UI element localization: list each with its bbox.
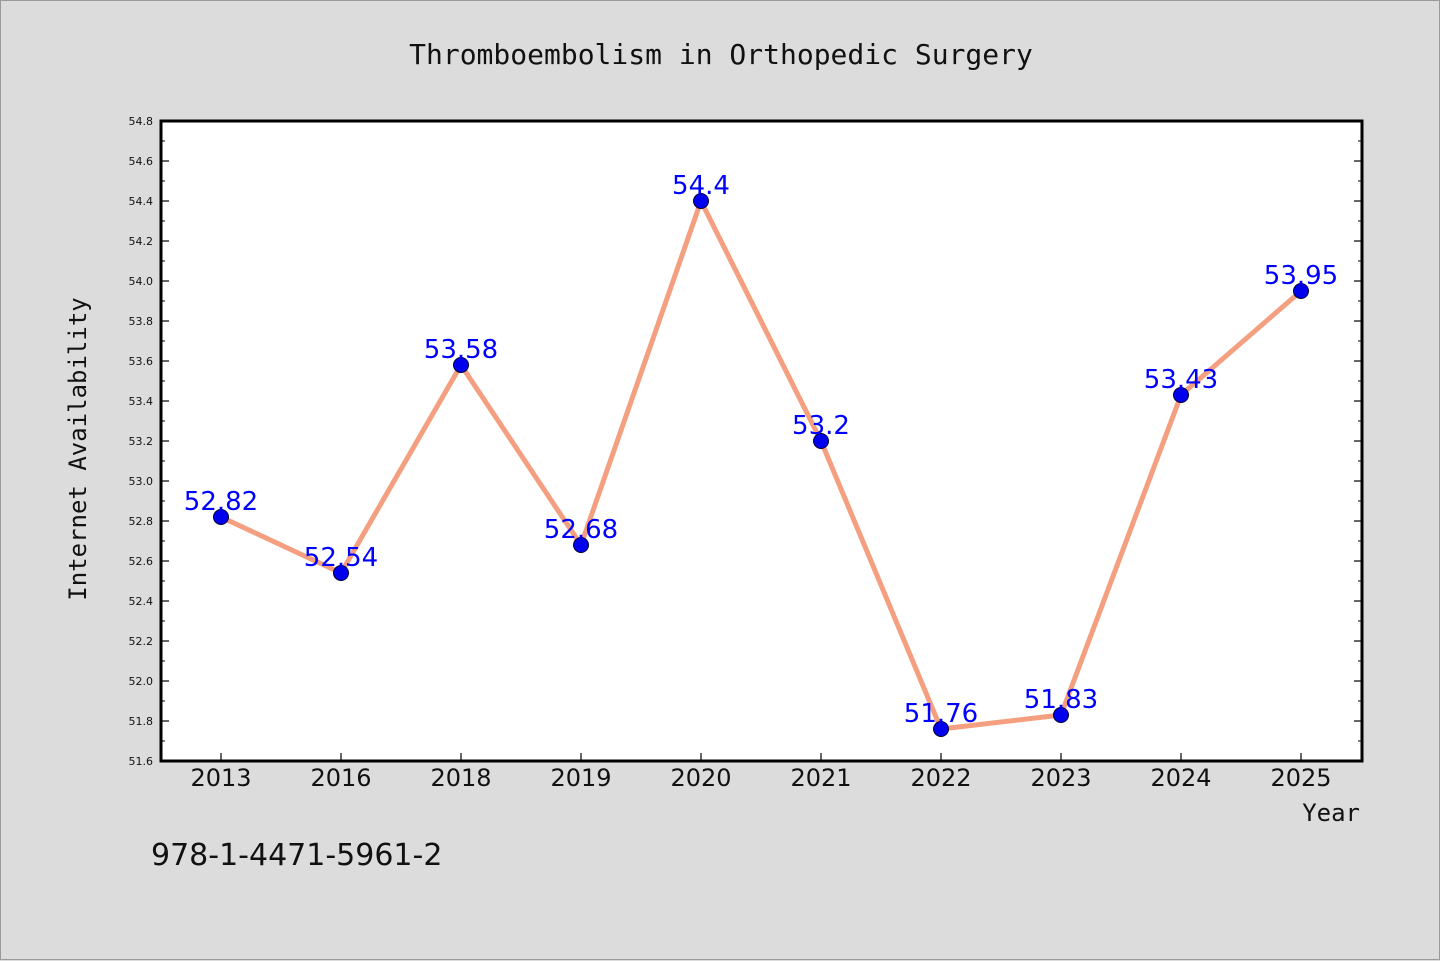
data-label: 51.76 xyxy=(904,699,978,729)
data-point xyxy=(1053,707,1069,723)
y-tick-label: 52.6 xyxy=(129,555,154,568)
x-tick-label: 2023 xyxy=(1030,764,1091,792)
y-tick-label: 53.6 xyxy=(129,355,154,368)
data-label: 54.4 xyxy=(672,171,730,201)
chart-title: Thromboembolism in Orthopedic Surgery xyxy=(409,38,1033,71)
y-tick-label: 54.8 xyxy=(129,115,154,128)
y-tick-label: 52.4 xyxy=(129,595,154,608)
y-tick-label: 52.8 xyxy=(129,515,154,528)
y-tick-label: 52.0 xyxy=(129,675,154,688)
y-tick-label: 53.2 xyxy=(129,435,154,448)
x-axis-label: Year xyxy=(1302,799,1360,827)
y-tick-label: 54.6 xyxy=(129,155,154,168)
data-point xyxy=(813,433,829,449)
y-axis-label: Internet Availability xyxy=(64,297,92,600)
y-tick-label: 54.0 xyxy=(129,275,154,288)
x-tick-label: 2025 xyxy=(1270,764,1331,792)
data-point xyxy=(693,193,709,209)
x-tick-label: 2021 xyxy=(790,764,851,792)
data-point xyxy=(933,721,949,737)
y-tick-label: 53.0 xyxy=(129,475,154,488)
y-tick-label: 54.4 xyxy=(129,195,154,208)
x-tick-label: 2022 xyxy=(910,764,971,792)
x-tick-label: 2019 xyxy=(550,764,611,792)
data-point xyxy=(213,509,229,525)
data-label: 53.2 xyxy=(792,411,850,441)
x-tick-label: 2018 xyxy=(430,764,491,792)
x-axis: 2013 2016 2018 2019 2020 2021 2022 2023 2024 2025 xyxy=(190,753,1332,792)
plot-area xyxy=(159,119,1364,763)
y-tick-label: 53.4 xyxy=(129,395,154,408)
x-tick-label: 2020 xyxy=(670,764,731,792)
data-label: 52.54 xyxy=(304,543,378,573)
isbn-label: 978-1-4471-5961-2 xyxy=(151,838,442,873)
y-tick-label: 54.2 xyxy=(129,235,154,248)
data-label: 52.68 xyxy=(544,515,618,545)
data-point xyxy=(453,357,469,373)
data-point xyxy=(1293,283,1309,299)
data-label: 51.83 xyxy=(1024,685,1098,715)
y-tick-label: 52.2 xyxy=(129,635,154,648)
y-axis: 51.6 51.8 52.0 52.2 52.4 52.6 52.8 53.0 53.2 53.4… xyxy=(129,115,1362,768)
y-tick-label: 51.6 xyxy=(129,755,154,768)
x-tick-label: 2016 xyxy=(310,764,371,792)
series-line xyxy=(219,198,1303,732)
y-tick-label: 51.8 xyxy=(129,715,154,728)
data-point xyxy=(573,537,589,553)
data-label: 53.95 xyxy=(1264,261,1338,291)
data-label: 53.58 xyxy=(424,335,498,365)
data-label: 52.82 xyxy=(184,487,258,517)
y-tick-label: 53.8 xyxy=(129,315,154,328)
data-point xyxy=(333,565,349,581)
x-tick-label: 2024 xyxy=(1150,764,1211,792)
series-layer: 52.82 52.54 53.58 52.68 54.4 53.2 51.76 51.83 53… xyxy=(184,171,1338,737)
data-point xyxy=(1173,387,1189,403)
x-tick-label: 2013 xyxy=(190,764,251,792)
data-label: 53.43 xyxy=(1144,365,1218,395)
